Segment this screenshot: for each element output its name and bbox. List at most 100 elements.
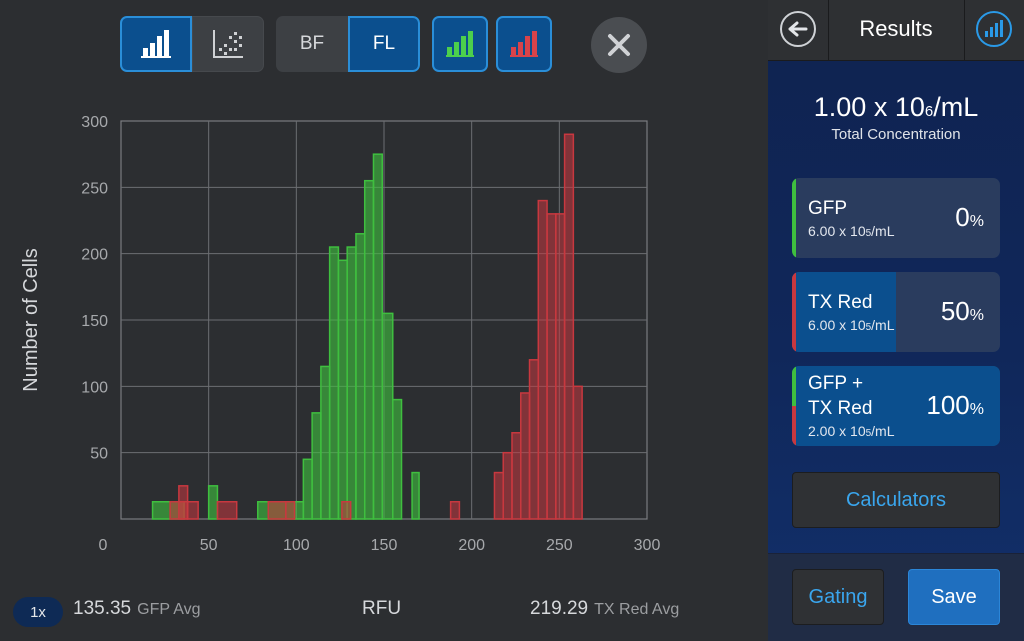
scatter-view-button[interactable] (192, 16, 264, 72)
gfp-histogram-bar (293, 501, 305, 520)
population-card[interactable]: GFP 6.00 x 105/mL 0% (792, 178, 1000, 258)
y-tick-label: 300 (81, 114, 108, 131)
results-title: Results (859, 16, 933, 41)
channel-color-bar (792, 178, 796, 258)
histogram-icon (141, 30, 171, 58)
population-percentage: 0% (955, 202, 984, 232)
tx-red-histogram-bar (216, 501, 238, 520)
total-concentration-value: 1.00 x 106/mL (813, 92, 979, 122)
tx-red-histogram-bar (502, 451, 513, 520)
population-percentage: 50% (940, 296, 984, 326)
y-tick-label: 100 (81, 379, 108, 396)
tx-red-average: 219.29 TX Red Avg (530, 598, 679, 620)
population-name: TX Red (808, 292, 873, 313)
tx-red-histogram-bar (563, 133, 575, 520)
green-channel-button[interactable] (432, 16, 488, 72)
tx-red-histogram-bar (537, 199, 548, 520)
percentage-fill (792, 272, 896, 352)
y-tick-label: 200 (81, 247, 108, 264)
percentage-fill (792, 366, 1000, 446)
channel-color-bar (792, 366, 796, 446)
total-concentration: 1.00 x 106/mL Total Concentration (768, 92, 1024, 143)
gfp-histogram-bar (311, 412, 322, 520)
calculators-button[interactable]: Calculators (792, 472, 1000, 528)
y-axis-label: Number of Cells (20, 248, 42, 391)
scatter-icon (213, 30, 243, 58)
tx-red-histogram-bar (528, 359, 540, 520)
histogram-view-button[interactable] (120, 16, 192, 72)
chart-bars (151, 133, 583, 520)
close-button[interactable] (591, 17, 647, 73)
gfp-histogram-bar (372, 153, 383, 520)
tx-red-histogram-bar (186, 501, 199, 520)
gfp-histogram-bar (320, 365, 331, 520)
gfp-average-value: 135.35 (73, 598, 132, 619)
results-header: Results (768, 0, 1024, 61)
tx-red-histogram-bar (267, 501, 287, 520)
channel-color-bar (792, 272, 796, 352)
red-channel-button[interactable] (496, 16, 552, 72)
gfp-histogram-bar (346, 246, 357, 520)
bf-button[interactable]: BF (276, 16, 348, 72)
population-name: GFP + TX Red (808, 373, 873, 419)
gfp-histogram-bar (328, 246, 340, 520)
y-tick-label: 50 (90, 446, 108, 463)
population-percentage: 100% (926, 390, 984, 420)
tx-red-histogram-bar (449, 501, 461, 520)
gfp-histogram-bar (355, 233, 366, 520)
gfp-average: 135.35 GFP Avg (73, 598, 201, 620)
x-tick-label: 250 (546, 537, 573, 554)
x-tick-label: 200 (458, 537, 485, 554)
x-tick-label: 0 (99, 537, 108, 554)
population-name: GFP (808, 198, 848, 219)
total-concentration-label: Total Concentration (831, 126, 961, 143)
x-tick-label: 100 (283, 537, 310, 554)
tx-red-histogram-bar (493, 471, 504, 520)
population-concentration: 6.00 x 105/mL (808, 223, 895, 239)
y-tick-label: 250 (81, 180, 108, 197)
population-concentration: 2.00 x 105/mL (808, 423, 895, 439)
tx-red-histogram-bar (511, 432, 522, 520)
histogram-view: 0 50 100 150 200 250 300 50 100 150 200 250 300 Numb… (13, 16, 680, 627)
population-concentration: 6.00 x 105/mL (808, 317, 895, 333)
results-panel: Results 1.00 x 106/mL Total Concentratio… (768, 0, 1024, 641)
zoom-level-badge[interactable]: 1x (13, 597, 63, 627)
tx-red-histogram-bar (341, 501, 352, 520)
x-tick-label: 150 (371, 537, 398, 554)
population-card[interactable]: TX Red 6.00 x 105/mL 50% (792, 272, 1000, 352)
results-footer: Gating Save (768, 553, 1024, 641)
population-card[interactable]: GFP + TX Red 2.00 x 105/mL 100% (792, 366, 1000, 446)
tx-red-histogram-bar (520, 392, 531, 520)
green-histogram-icon (446, 31, 474, 57)
gfp-average-label: GFP Avg (137, 601, 201, 618)
close-icon (608, 34, 630, 56)
fl-button[interactable]: FL (348, 16, 420, 72)
tx-red-histogram-bar (285, 501, 296, 520)
gfp-histogram-bar (392, 398, 403, 520)
chart-ticks: 0 50 100 150 200 250 300 50 100 150 200 250 300 (81, 114, 660, 554)
tx-red-histogram-bar (546, 213, 557, 520)
tx-red-histogram-bar (555, 213, 566, 520)
x-tick-label: 50 (200, 537, 218, 554)
gfp-histogram-bar (411, 471, 420, 520)
histogram-chart: 0 50 100 150 200 250 300 50 100 150 200 250 300 Numb… (20, 114, 660, 554)
tx-red-average-label: TX Red Avg (594, 601, 680, 618)
bf-fl-toggle: BF FL (276, 16, 420, 72)
y-tick-label: 150 (81, 313, 108, 330)
results-chart-button[interactable] (976, 11, 1012, 47)
back-arrow-icon (788, 21, 808, 37)
x-tick-label: 300 (634, 537, 661, 554)
gfp-histogram-bar (337, 259, 348, 520)
gating-button[interactable]: Gating (792, 569, 884, 625)
tx-red-average-value: 219.29 (530, 598, 589, 619)
x-axis-label: RFU (362, 598, 402, 619)
back-button[interactable] (780, 11, 816, 47)
red-histogram-icon (510, 31, 538, 57)
gfp-histogram-bar (207, 485, 219, 520)
histogram-icon (985, 20, 1003, 37)
gfp-histogram-bar (363, 179, 375, 520)
gfp-histogram-bar (381, 312, 394, 520)
tx-red-histogram-bar (178, 485, 189, 520)
tx-red-histogram-bar (572, 385, 583, 520)
save-button[interactable]: Save (908, 569, 1000, 625)
